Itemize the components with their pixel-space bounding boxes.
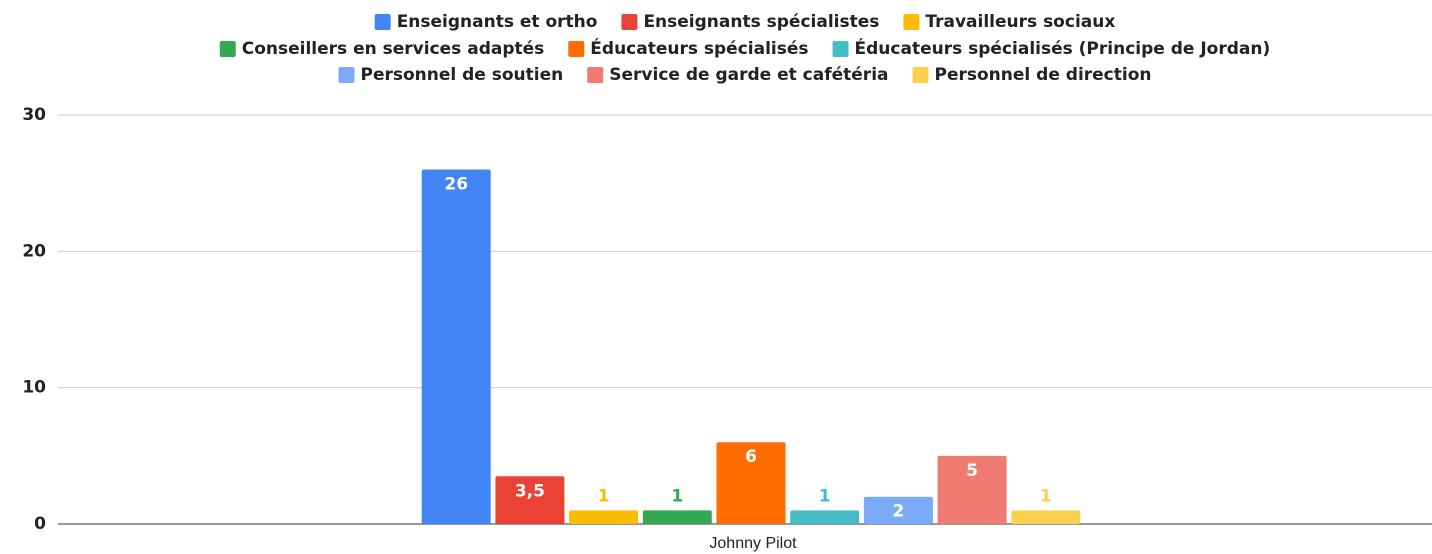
bar — [863, 496, 933, 524]
bar — [569, 510, 639, 524]
legend-label: Éducateurs spécialisés (Principe de Jord… — [855, 37, 1271, 59]
y-tick-label: 20 — [22, 241, 46, 261]
value-label: 1 — [671, 486, 683, 506]
y-tick-label: 30 — [22, 105, 46, 125]
legend-label: Service de garde et cafétéria — [609, 65, 888, 85]
bar — [642, 510, 712, 524]
legend-label: Enseignants spécialistes — [643, 12, 879, 32]
legend-swatch — [587, 67, 604, 83]
value-label: 26 — [444, 175, 468, 195]
legend-swatch — [832, 41, 849, 57]
value-label: 2 — [892, 502, 904, 522]
legend-swatch — [903, 14, 920, 30]
legend-swatch — [568, 41, 585, 57]
legend-swatch — [219, 41, 236, 57]
legend-label: Travailleurs sociaux — [925, 12, 1115, 32]
value-label: 1 — [1040, 486, 1052, 506]
legend-swatch — [338, 67, 355, 83]
legend-label: Personnel de direction — [935, 65, 1152, 85]
value-label: 1 — [819, 486, 831, 506]
bar — [1011, 510, 1081, 524]
legend-label: Enseignants et ortho — [397, 12, 598, 32]
bar — [421, 169, 491, 525]
legend-label: Conseillers en services adaptés — [242, 39, 545, 59]
x-tick-label: Johnny Pilot — [709, 535, 797, 552]
value-label: 1 — [598, 486, 610, 506]
value-label: 6 — [745, 447, 757, 467]
y-tick-label: 0 — [34, 514, 46, 534]
legend-swatch — [621, 14, 638, 30]
value-label: 3,5 — [515, 481, 545, 501]
bar — [937, 455, 1007, 524]
legend-swatch — [912, 67, 929, 83]
legend-swatch — [374, 14, 391, 30]
bar — [790, 510, 860, 524]
bar — [495, 476, 565, 524]
value-label: 5 — [966, 461, 978, 481]
legend-label: Personnel de soutien — [360, 65, 563, 85]
y-tick-label: 10 — [22, 378, 46, 398]
legend-label: Éducateurs spécialisés — [590, 37, 808, 59]
bar — [716, 442, 786, 524]
